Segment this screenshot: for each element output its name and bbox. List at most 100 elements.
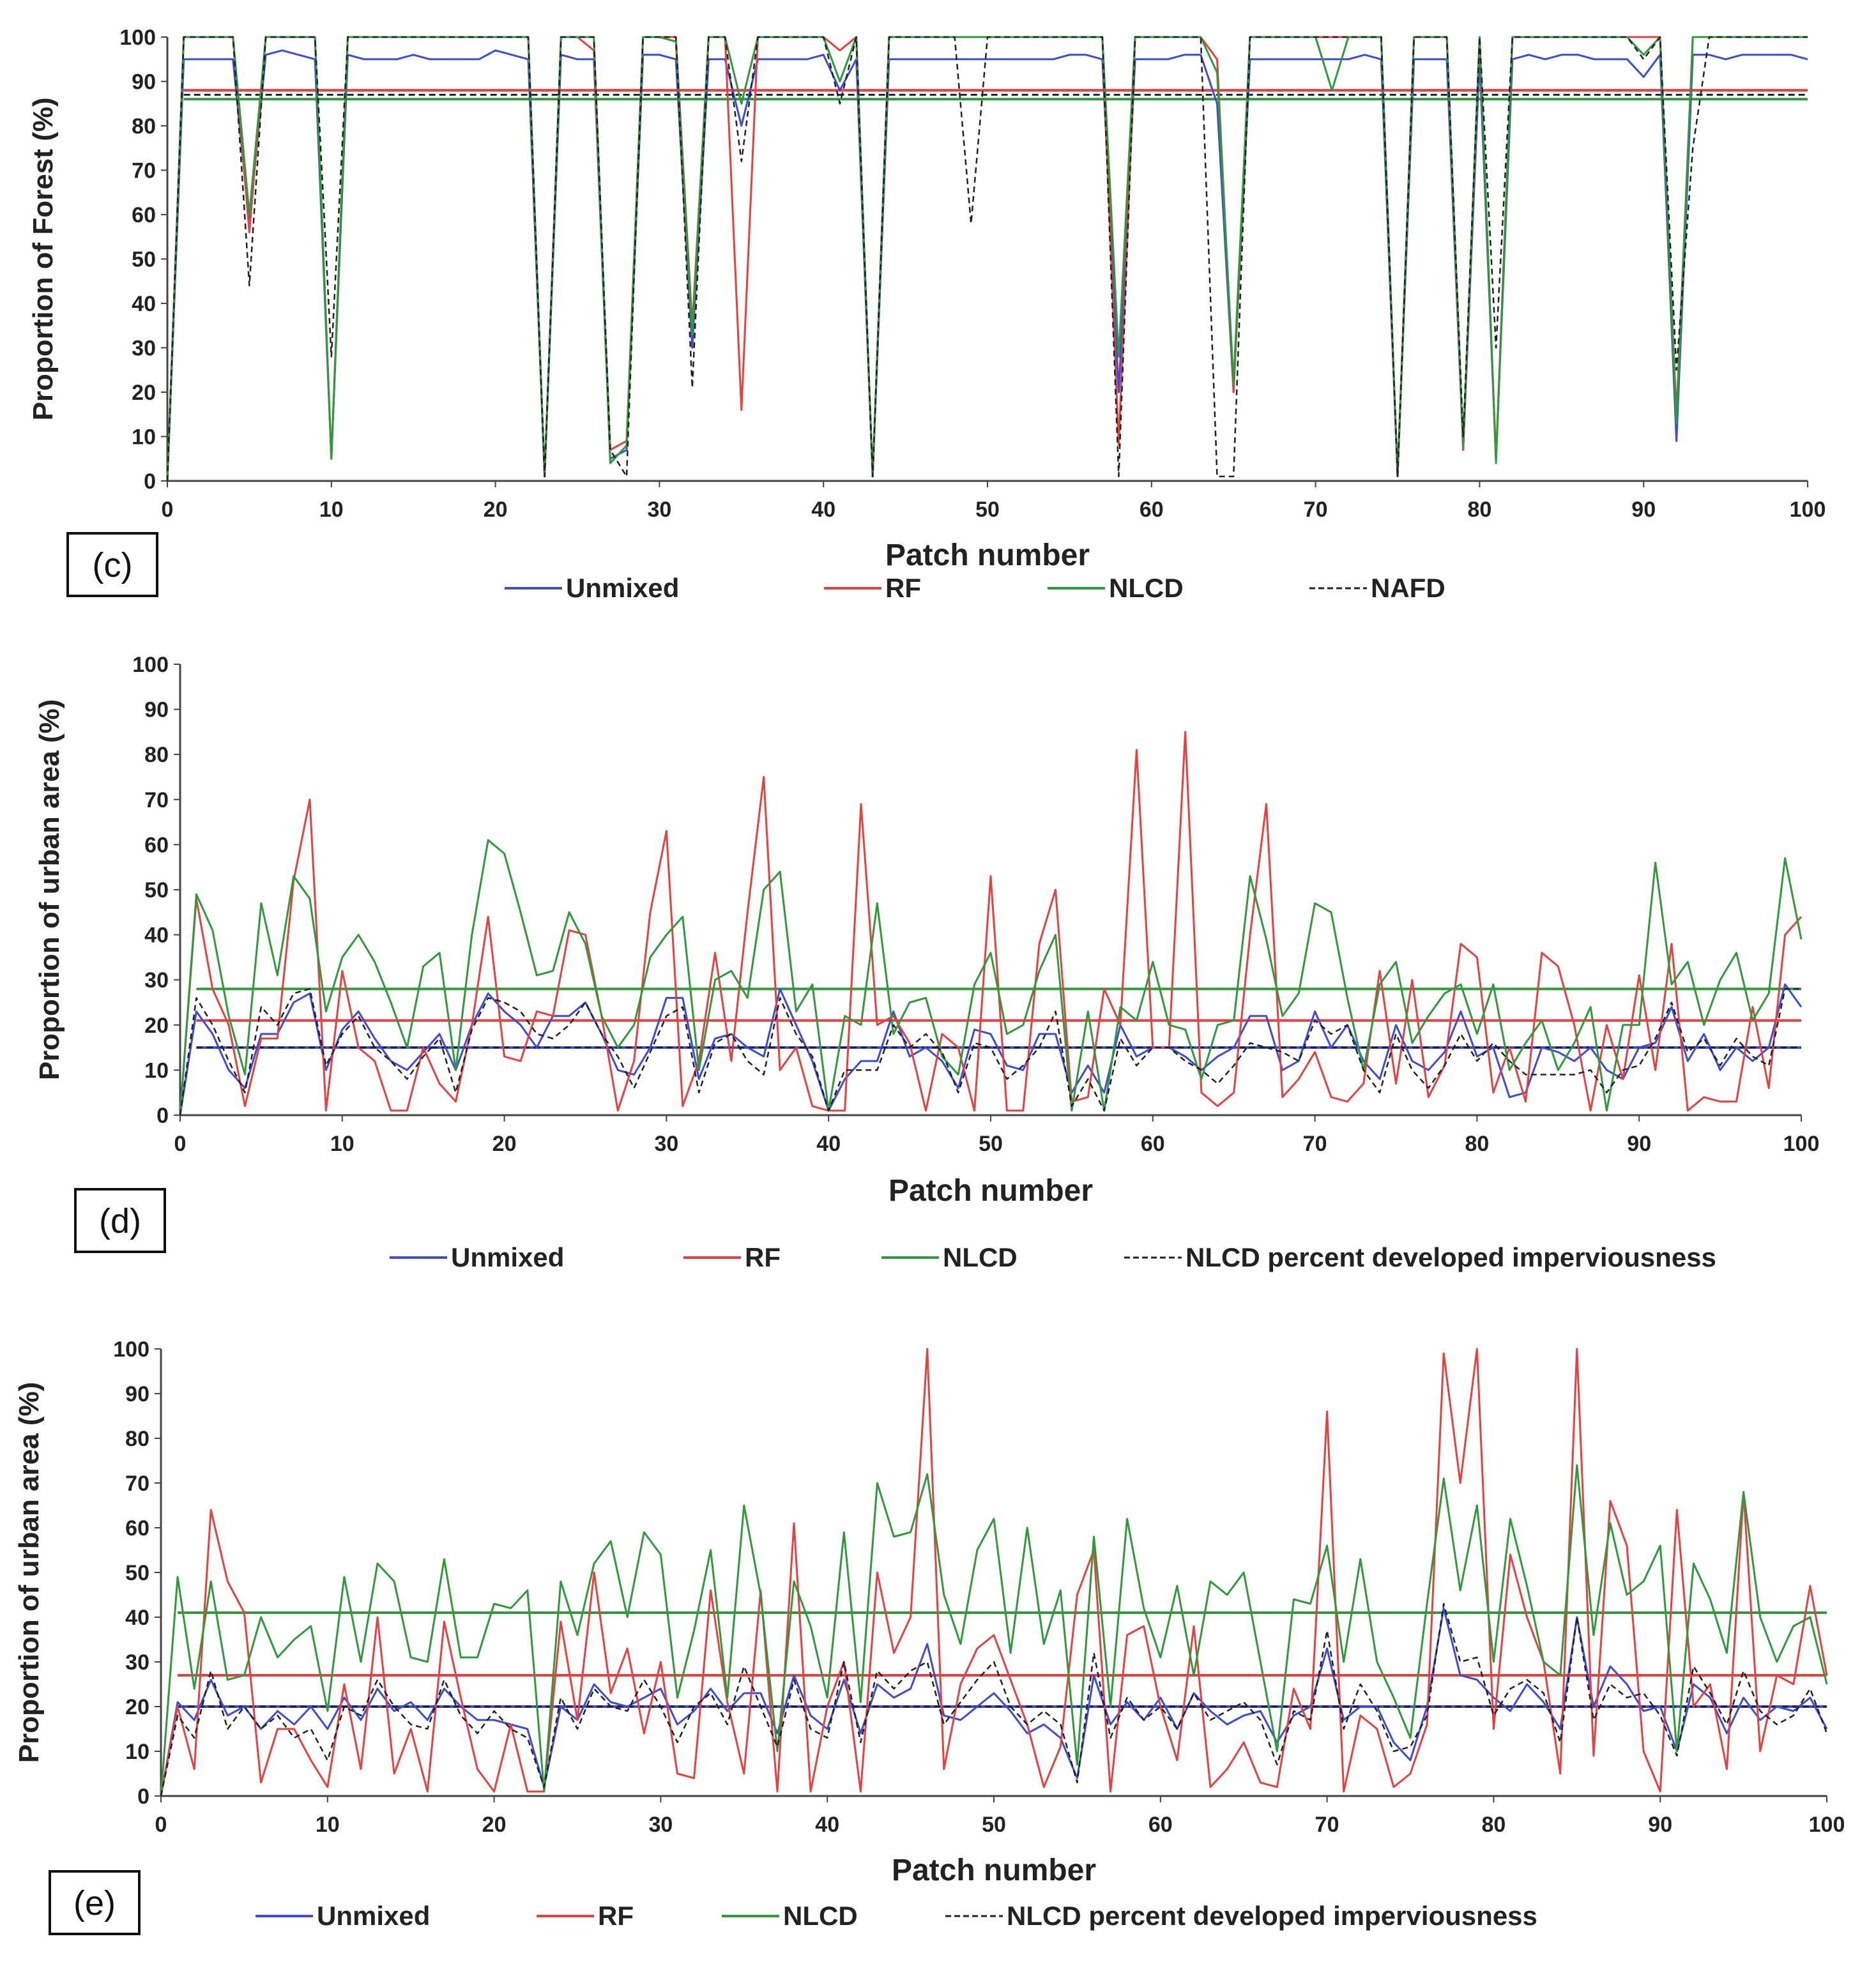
x-tick-label: 30: [654, 1132, 678, 1156]
legend-label: RF: [885, 573, 921, 603]
legend: Unmixed RF NLCD NLCD percent developed impe…: [255, 1901, 1537, 1931]
series-line-nafd: [166, 36, 1808, 482]
y-tick-label: 100: [119, 26, 156, 50]
series-line-unmixed: [166, 49, 1808, 482]
y-tick-label: 60: [132, 203, 156, 227]
y-tick-label: 20: [125, 1695, 149, 1719]
x-tick-label: 30: [647, 498, 671, 522]
x-tick-label: 60: [1148, 1813, 1173, 1837]
y-tick-label: 60: [144, 833, 169, 857]
legend-label: NAFD: [1371, 573, 1445, 603]
y-tick-label: 30: [132, 337, 156, 361]
x-tick-label: 70: [1304, 498, 1328, 522]
x-tick-label: 0: [174, 1132, 187, 1156]
y-tick-label: 70: [125, 1472, 149, 1496]
x-tick-label: 0: [155, 1813, 167, 1837]
x-tick-label: 40: [811, 498, 835, 522]
x-tick-label: 80: [1467, 498, 1491, 522]
y-tick-label: 70: [132, 159, 156, 183]
x-tick-label: 60: [1140, 498, 1164, 522]
panel-label: (e): [73, 1884, 116, 1922]
x-tick-label: 10: [319, 498, 344, 522]
legend-label: NLCD: [783, 1901, 858, 1931]
panel-label: (d): [99, 1202, 141, 1240]
x-tick-label: 20: [484, 498, 508, 522]
x-tick-label: 80: [1481, 1813, 1506, 1837]
series-line-nlcd-percent-developed-imperviousness: [179, 988, 1801, 1116]
x-tick-label: 100: [1809, 1813, 1845, 1837]
x-tick-label: 10: [330, 1132, 355, 1156]
panel-label-box: [66, 532, 158, 597]
x-tick-label: 100: [1790, 498, 1826, 522]
y-tick-label: 20: [132, 381, 156, 405]
series-line-nlcd: [160, 1464, 1828, 1797]
series-line-rf: [160, 1348, 1828, 1797]
chart-e: 0 10 20 30 40 50 60 70 80 90 100 0 10 20 30 40 50 60 70 80 9…: [13, 1337, 1845, 1935]
x-axis-label: Patch number: [888, 1174, 1093, 1208]
y-tick-label: 90: [132, 70, 156, 95]
y-tick-label: 10: [125, 1740, 149, 1764]
y-tick-label: 50: [144, 878, 169, 902]
panel-label-box: [74, 1188, 166, 1253]
y-tick-label: 20: [144, 1014, 169, 1038]
x-tick-label: 0: [162, 498, 174, 522]
chart-d: 0 10 20 30 40 50 60 70 80 90 100 0 10 20 30 40 50 60 70 80 9…: [34, 653, 1819, 1272]
x-tick-label: 90: [1631, 498, 1656, 522]
panel-label: (c): [93, 546, 133, 584]
x-axis-label: Patch number: [885, 538, 1090, 572]
legend: Unmixed RF NLCD NAFD: [505, 573, 1445, 603]
y-tick-label: 100: [113, 1337, 149, 1362]
x-tick-label: 60: [1141, 1132, 1165, 1156]
legend: Unmixed RF NLCD NLCD percent developed impe…: [390, 1242, 1716, 1272]
y-tick-label: 40: [132, 292, 156, 316]
legend-label: NLCD percent developed imperviousness: [1186, 1242, 1716, 1272]
series-line-unmixed: [179, 983, 1803, 1116]
x-tick-label: 20: [482, 1813, 507, 1837]
legend-label: NLCD percent developed imperviousness: [1007, 1901, 1537, 1931]
y-tick-label: 50: [125, 1561, 149, 1585]
y-tick-label: 80: [144, 743, 169, 767]
legend-label: RF: [745, 1242, 781, 1272]
x-tick-label: 70: [1303, 1132, 1327, 1156]
x-tick-label: 20: [492, 1132, 517, 1156]
x-tick-label: 80: [1465, 1132, 1489, 1156]
legend-label: Unmixed: [566, 573, 679, 603]
y-tick-label: 0: [137, 1785, 149, 1809]
series-line-nlcd: [179, 839, 1803, 1116]
y-tick-label: 50: [132, 248, 156, 272]
legend-label: RF: [598, 1901, 634, 1931]
panel-label-box: [49, 1870, 141, 1935]
legend-label: Unmixed: [451, 1242, 564, 1272]
y-tick-label: 10: [132, 425, 156, 450]
x-tick-label: 30: [648, 1813, 673, 1837]
y-tick-label: 0: [144, 469, 156, 494]
x-tick-label: 40: [816, 1132, 841, 1156]
y-tick-label: 100: [132, 653, 169, 677]
y-tick-label: 10: [144, 1058, 169, 1083]
y-tick-label: 30: [144, 968, 169, 993]
x-tick-label: 90: [1627, 1132, 1651, 1156]
x-tick-label: 50: [979, 1132, 1003, 1156]
x-tick-label: 50: [982, 1813, 1006, 1837]
y-axis-label: Proportion of Forest (%): [27, 98, 59, 421]
y-tick-label: 80: [125, 1427, 149, 1451]
y-axis-label: Proportion of urban area (%): [34, 699, 65, 1080]
legend-label: Unmixed: [317, 1901, 430, 1931]
x-tick-label: 40: [815, 1813, 839, 1837]
y-tick-label: 90: [144, 698, 169, 722]
series-line-nlcd-percent-developed-imperviousness: [160, 1602, 1828, 1797]
series-line-rf: [179, 731, 1803, 1116]
y-tick-label: 90: [125, 1382, 149, 1406]
legend-label: NLCD: [943, 1242, 1018, 1272]
chart-c: 0 10 20 30 40 50 60 70 80 90 100 0 10 20 30 40 50 60 70 80 9…: [27, 26, 1826, 603]
y-axis-label: Proportion of urban area (%): [13, 1382, 45, 1763]
x-tick-label: 90: [1648, 1813, 1672, 1837]
y-tick-label: 60: [125, 1516, 149, 1541]
x-tick-label: 100: [1783, 1132, 1820, 1156]
y-tick-label: 30: [125, 1650, 149, 1675]
y-tick-label: 70: [144, 788, 169, 812]
x-tick-label: 50: [975, 498, 1000, 522]
x-tick-label: 10: [316, 1813, 340, 1837]
x-tick-label: 70: [1315, 1813, 1339, 1837]
